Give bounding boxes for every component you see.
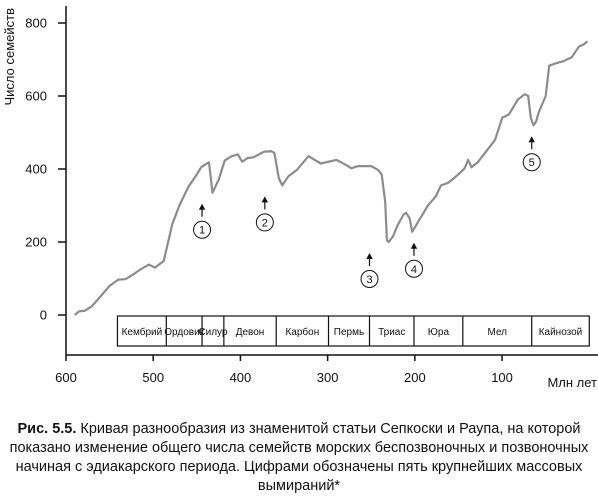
marker-circle (193, 220, 212, 239)
marker-circle (360, 270, 379, 288)
marker-arrowhead (366, 253, 373, 259)
y-axis-label: Число семейств (2, 8, 17, 106)
marker-arrowhead (198, 203, 206, 210)
period-label: Ордовик (164, 327, 204, 338)
diversity-curve (74, 40, 589, 316)
marker-circle (522, 153, 541, 172)
period-label: Силур (198, 327, 228, 338)
period-label: Мел (488, 327, 508, 338)
marker-number: 2 (262, 217, 268, 229)
marker-circle (404, 259, 423, 278)
x-tick-label: 100 (491, 370, 513, 385)
extinction-marker: 1 (193, 203, 212, 239)
x-tick-label: 400 (230, 370, 252, 385)
y-tick-label: 0 (40, 308, 47, 323)
period-label: Кембрий (122, 326, 163, 338)
y-tick-label: 800 (25, 16, 47, 31)
marker-arrowhead (261, 196, 269, 203)
x-tick-label: 500 (142, 370, 164, 385)
mass-extinction-markers: 1 2 3 4 5 (193, 136, 541, 288)
marker-arrowhead (410, 242, 418, 249)
x-tick-label: 600 (55, 370, 77, 385)
marker-number: 5 (529, 157, 535, 169)
caption-text: Кривая разнообразия из знаменитой статьи… (9, 421, 589, 494)
series-line (74, 40, 589, 316)
period-label: Карбон (285, 326, 319, 338)
period-label: Юра (428, 327, 450, 338)
extinction-marker: 3 (360, 253, 379, 288)
x-tick-label: 200 (404, 370, 426, 385)
x-axis-label: Млн лет (547, 375, 597, 390)
period-label: Пермь (334, 327, 364, 338)
caption-prefix: Рис. 5.5. (17, 421, 77, 437)
extinction-marker: 4 (404, 242, 423, 278)
marker-number: 4 (411, 264, 417, 276)
x-axis: Млн лет (66, 354, 598, 390)
extinction-marker: 2 (255, 196, 274, 232)
figure-caption: Рис. 5.5. Кривая разнообразия из знамени… (8, 420, 590, 496)
y-ticks: 0 200 400 600 800 (25, 16, 66, 323)
diversity-chart: Число семейств 0 200 400 600 800 Млн лет 600… (2, 6, 598, 390)
marker-number: 3 (366, 274, 372, 286)
y-tick-label: 200 (25, 235, 47, 250)
marker-circle (255, 213, 274, 232)
period-label: Кайнозой (539, 327, 583, 338)
period-band-frame (116, 315, 590, 347)
marker-number: 1 (199, 225, 205, 237)
y-axis: Число семейств (2, 6, 67, 355)
period-label: Триас (378, 327, 405, 338)
period-label: Девон (236, 327, 265, 338)
x-ticks: 600 500 400 300 200 100 (55, 355, 513, 385)
y-tick-label: 600 (25, 89, 47, 104)
extinction-marker: 5 (522, 136, 541, 172)
x-tick-label: 300 (317, 370, 339, 385)
marker-arrowhead (528, 136, 535, 143)
y-tick-label: 400 (25, 162, 47, 177)
